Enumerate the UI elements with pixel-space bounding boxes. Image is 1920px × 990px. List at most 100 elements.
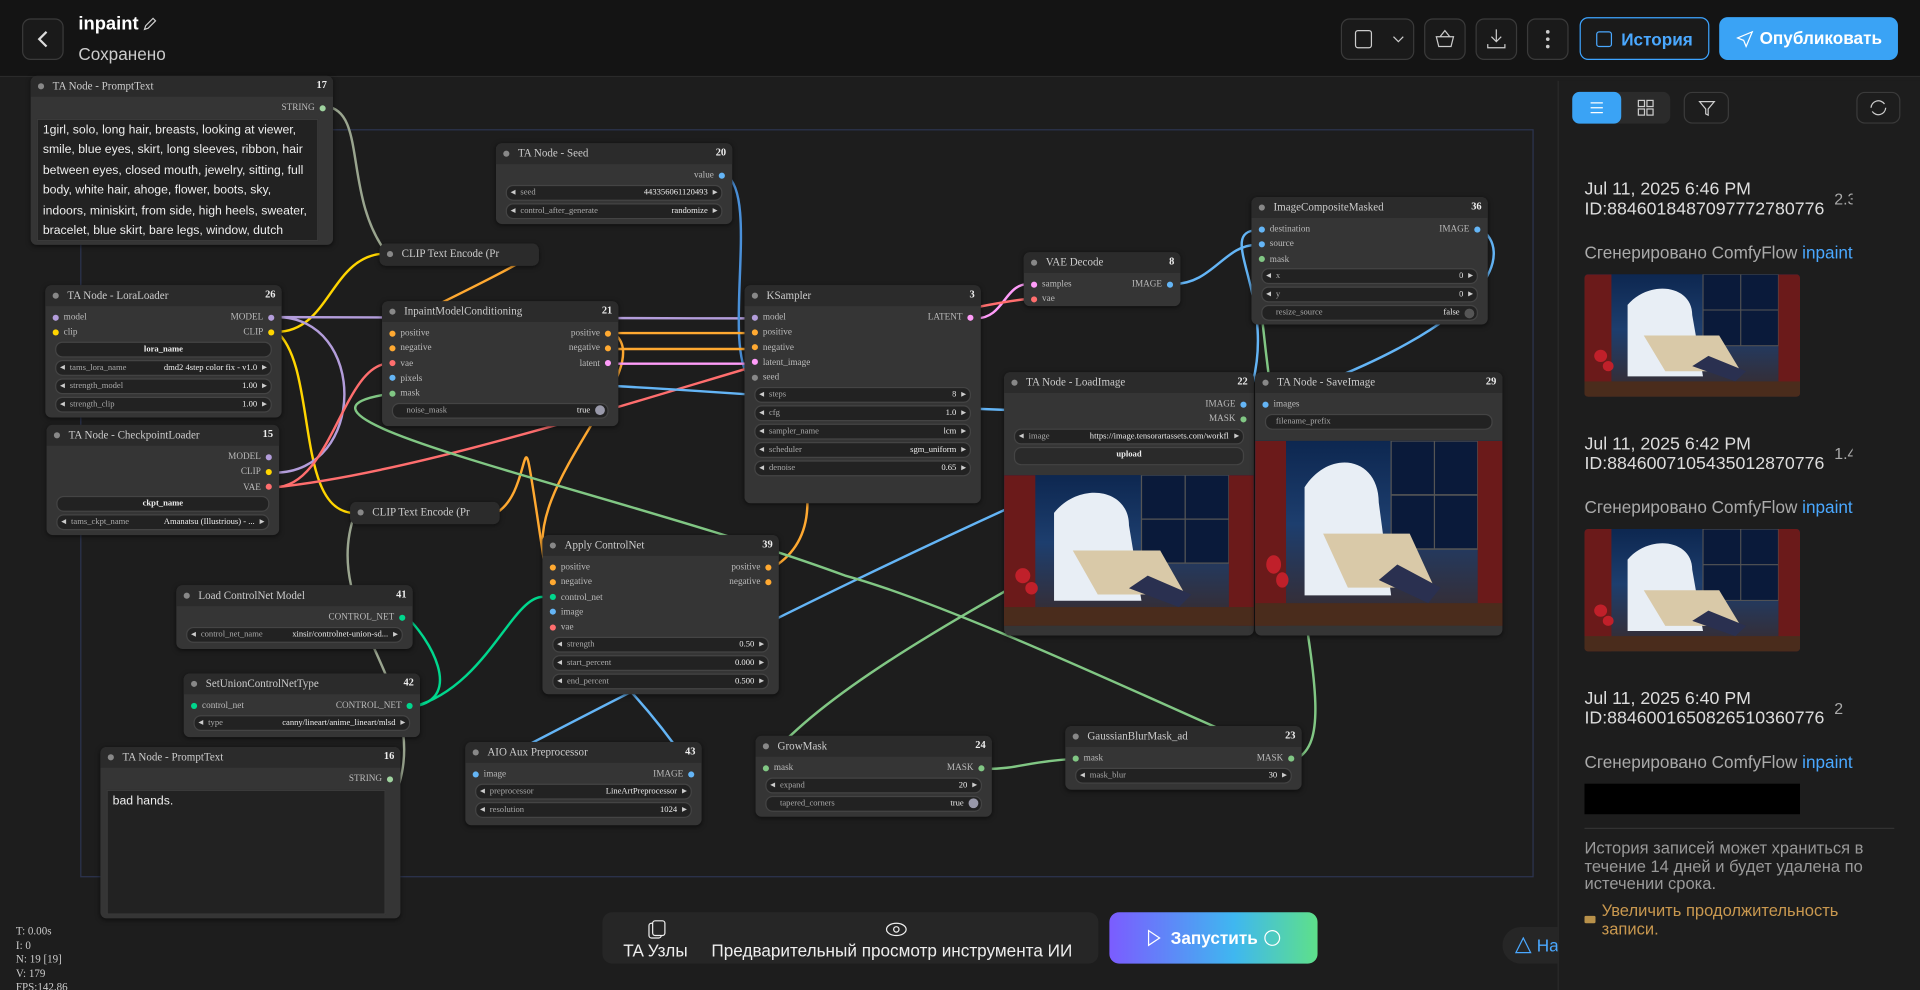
widget[interactable]: control_after_generate randomize <box>505 202 723 219</box>
widget[interactable]: seed 443356061120493 <box>505 184 723 201</box>
increment-arrow[interactable] <box>961 446 967 452</box>
collapse-dot[interactable] <box>751 292 758 299</box>
increment-arrow[interactable] <box>961 464 967 470</box>
extend-link[interactable]: Увеличить продолжительность записи. <box>1601 901 1839 938</box>
decrement-arrow[interactable] <box>557 677 563 683</box>
node[interactable]: KSampler 3 model positive negative latent_ima… <box>744 285 981 504</box>
decrement-arrow[interactable] <box>60 364 65 370</box>
decrement-arrow[interactable] <box>759 409 765 415</box>
node[interactable]: TA Node - PromptText 17 STRING 1girl, solo,… <box>30 75 334 245</box>
collapse-dot[interactable] <box>503 150 510 157</box>
widget[interactable]: type canny/lineart/anime_lineart/mlsd <box>193 714 411 731</box>
node[interactable]: ImageCompositeMasked 36 destination source m… <box>1251 197 1488 325</box>
increment-arrow[interactable] <box>1468 273 1474 279</box>
widget[interactable]: noise_mask true <box>391 402 609 419</box>
widget[interactable]: expand 20 <box>765 776 983 793</box>
increment-arrow[interactable] <box>972 781 978 787</box>
decrement-arrow[interactable] <box>759 464 765 470</box>
widget[interactable]: tams_ckpt_name Amanatsu (Illustrious) - .… <box>56 514 270 531</box>
node[interactable]: CLIP Text Encode (Pr <box>350 502 500 525</box>
node[interactable]: Apply ControlNet 39 positive negative contro… <box>542 535 779 695</box>
edit-icon[interactable] <box>142 16 158 32</box>
increment-arrow[interactable] <box>712 189 718 195</box>
widget[interactable]: resolution 1024 <box>475 801 692 818</box>
increment-arrow[interactable] <box>262 401 267 407</box>
increment-arrow[interactable] <box>759 677 765 683</box>
node[interactable]: CLIP Text Encode (Pr <box>379 243 539 266</box>
widget[interactable]: denoise 0.65 <box>754 460 972 476</box>
node[interactable]: InpaintModelConditioning 21 positive negati… <box>382 301 619 427</box>
widget[interactable]: start_percent 0.000 <box>552 654 769 671</box>
widget[interactable]: strength_clip 1.00 <box>55 396 272 413</box>
decrement-arrow[interactable] <box>770 781 776 787</box>
collapse-dot[interactable] <box>1072 733 1079 740</box>
collapse-dot[interactable] <box>549 542 556 549</box>
increment-arrow[interactable] <box>1234 433 1240 439</box>
widget[interactable]: control_net_name xinsir/controlnet-union-… <box>186 626 403 643</box>
decrement-arrow[interactable] <box>557 659 563 665</box>
widget[interactable]: steps 8 <box>754 386 972 403</box>
node[interactable]: Load ControlNet Model 41 CONTROL_NET contro… <box>176 585 413 649</box>
collapse-dot[interactable] <box>1031 259 1038 266</box>
widget[interactable]: tams_lora_name dmd2 4step color fix - v1.… <box>55 359 272 376</box>
decrement-arrow[interactable] <box>60 383 65 388</box>
back-button[interactable] <box>22 18 64 61</box>
widget[interactable]: scheduler sgm_uniform <box>754 441 972 458</box>
increment-arrow[interactable] <box>759 659 765 665</box>
history-entry[interactable]: Jul 11, 2025 6:42 PM ID:88460071054350128… <box>1584 435 1853 652</box>
workflow-title[interactable]: inpaint <box>78 13 139 35</box>
refresh-button[interactable] <box>1856 91 1901 124</box>
preview-button[interactable]: Предварительный просмотр инструмента ИИ <box>711 940 1073 961</box>
node[interactable]: TA Node - SaveImage 29 images filename_pref… <box>1255 372 1503 636</box>
node[interactable]: VAE Decode 8 samples vae IMAGE <box>1023 252 1181 307</box>
decrement-arrow[interactable] <box>510 207 516 213</box>
collapse-dot[interactable] <box>357 509 364 516</box>
node[interactable]: GaussianBlurMask_ad 23 mask MASK mask_blur 30 <box>1065 726 1302 790</box>
increment-arrow[interactable] <box>262 383 267 388</box>
grid-view-tab[interactable] <box>1621 92 1670 124</box>
collapse-dot[interactable] <box>762 743 769 750</box>
collapse-dot[interactable] <box>472 749 479 756</box>
decrement-arrow[interactable] <box>60 401 65 407</box>
node[interactable]: AIO Aux Preprocessor 43 image IMAGE preproce… <box>465 742 702 826</box>
collapse-dot[interactable] <box>1258 204 1265 211</box>
decrement-arrow[interactable] <box>198 719 204 725</box>
collapse-dot[interactable] <box>1011 379 1018 386</box>
decrement-arrow[interactable] <box>1266 291 1272 297</box>
increment-arrow[interactable] <box>1468 291 1474 297</box>
collapse-dot[interactable] <box>52 292 59 299</box>
increment-arrow[interactable] <box>961 409 967 415</box>
widget[interactable]: upload <box>1013 446 1245 466</box>
decrement-arrow[interactable] <box>480 787 485 793</box>
collapse-dot[interactable] <box>37 83 45 90</box>
widget[interactable]: lora_name <box>55 341 272 358</box>
widget[interactable]: tapered_corners true <box>765 795 983 812</box>
collapse-dot[interactable] <box>183 592 190 599</box>
increment-arrow[interactable] <box>759 641 765 647</box>
save-button[interactable] <box>1340 18 1415 61</box>
history-entry[interactable]: Jul 11, 2025 6:40 PM ID:88460016508265103… <box>1584 689 1853 815</box>
decrement-arrow[interactable] <box>1266 273 1272 279</box>
publish-button[interactable]: Опубликовать <box>1719 17 1898 61</box>
node[interactable]: TA Node - PromptText 16 STRING bad hands. <box>100 746 401 919</box>
increment-arrow[interactable] <box>682 806 687 812</box>
prompt-text[interactable]: bad hands. <box>106 789 386 915</box>
node[interactable]: GrowMask 24 mask MASK expand 20 tapered_corner… <box>755 735 992 817</box>
increment-arrow[interactable] <box>259 519 265 525</box>
basket-button[interactable] <box>1424 18 1466 61</box>
collapse-dot[interactable] <box>53 432 61 439</box>
nodes-button[interactable]: TA Узлы <box>623 940 688 961</box>
increment-arrow[interactable] <box>400 719 406 725</box>
collapse-dot[interactable] <box>386 251 394 258</box>
decrement-arrow[interactable] <box>759 428 765 434</box>
widget[interactable]: sampler_name lcm <box>754 423 972 440</box>
widget[interactable]: ckpt_name <box>56 496 270 512</box>
widget[interactable]: image https://image.tensorartassets.com/w… <box>1013 428 1245 445</box>
history-button[interactable]: История <box>1579 17 1710 61</box>
more-button[interactable] <box>1526 18 1569 61</box>
increment-arrow[interactable] <box>712 207 718 213</box>
node[interactable]: TA Node - CheckpointLoader 15 MODEL CLIP VAE… <box>46 424 280 536</box>
decrement-arrow[interactable] <box>480 806 485 812</box>
increment-arrow[interactable] <box>961 428 967 434</box>
decrement-arrow[interactable] <box>191 631 196 637</box>
